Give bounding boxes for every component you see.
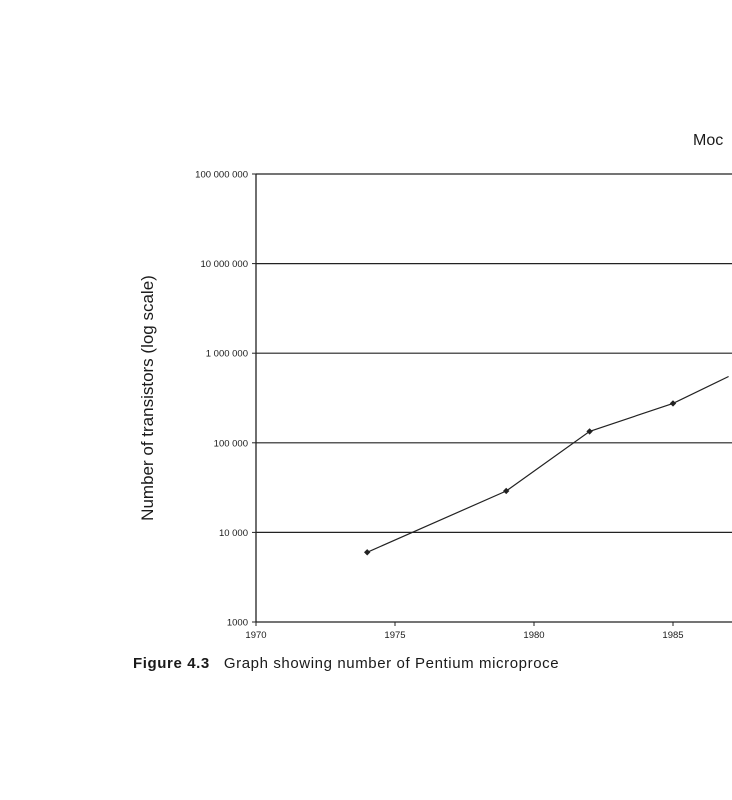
x-tick-label: 1985	[662, 630, 683, 641]
grid	[256, 173, 732, 534]
caption-label: Figure 4.3	[133, 655, 210, 672]
y-axis-ticks: 1000 10 000 100 000 1 000 000 10 000 000 100 …	[195, 170, 256, 629]
y-tick-label: 1 000 000	[206, 349, 248, 360]
x-tick-label: 1970	[245, 630, 266, 641]
chart-title: Moc	[693, 132, 723, 149]
y-tick-label: 10 000 000	[200, 259, 248, 270]
data-point	[669, 400, 677, 407]
data-point	[364, 549, 371, 556]
y-tick-label: 100 000 000	[195, 170, 248, 181]
caption-text: Graph showing number of Pentium micropro…	[223, 655, 560, 672]
series	[364, 375, 729, 556]
y-axis-label: Number of transistors (log scale)	[138, 275, 157, 521]
x-tick-label: 1975	[384, 630, 405, 641]
data-point	[586, 428, 593, 435]
y-tick-label: 1000	[227, 618, 248, 629]
x-axis-ticks: 1970 1975 1980 1985	[245, 622, 684, 641]
data-point	[503, 487, 510, 495]
y-tick-label: 100 000	[214, 438, 248, 449]
y-tick-label: 10 000	[219, 528, 248, 539]
figure-caption: Figure 4.3 Graph showing number of Pentiu…	[133, 655, 559, 672]
x-tick-label: 1980	[523, 630, 544, 641]
axes	[255, 174, 732, 623]
